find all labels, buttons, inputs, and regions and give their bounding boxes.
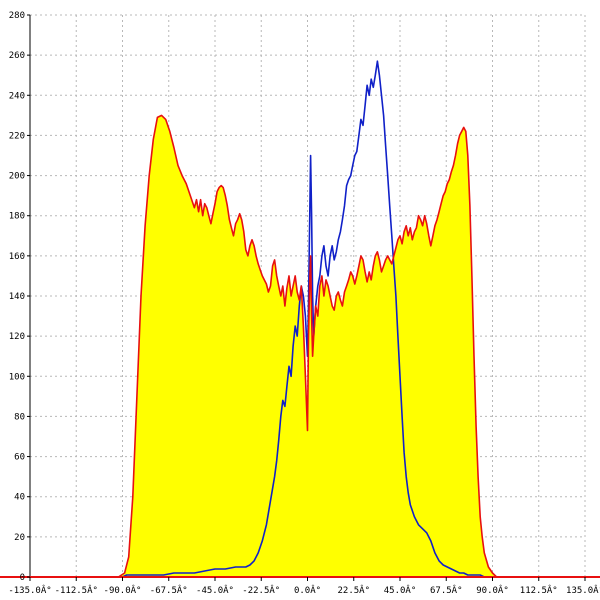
x-tick-label: 112.5Â° bbox=[520, 584, 558, 596]
y-tick-label: 20 bbox=[14, 533, 25, 543]
y-tick-label: 280 bbox=[9, 11, 25, 21]
y-tick-label: 160 bbox=[9, 252, 25, 262]
series-area-fill bbox=[118, 115, 497, 578]
x-tick-label: 67.5Â° bbox=[430, 584, 463, 596]
x-tick-label: -67.5Â° bbox=[150, 584, 188, 596]
x-tick-label: -22.5Â° bbox=[242, 584, 280, 596]
y-tick-label: 120 bbox=[9, 332, 25, 342]
x-tick-label: -90.0Â° bbox=[104, 584, 142, 596]
x-tick-label: -45.0Â° bbox=[196, 584, 234, 596]
y-tick-label: 240 bbox=[9, 91, 25, 101]
y-tick-label: 100 bbox=[9, 372, 25, 382]
x-tick-label: -112.5Â° bbox=[55, 584, 98, 596]
x-tick-label: 135.0Â° bbox=[566, 584, 600, 596]
y-tick-label: 80 bbox=[14, 412, 25, 422]
y-tick-label: 260 bbox=[9, 51, 25, 61]
series-line bbox=[117, 114, 498, 578]
y-tick-label: 220 bbox=[9, 131, 25, 141]
series-line bbox=[122, 60, 485, 578]
x-tick-label: -135.0Â° bbox=[8, 584, 51, 596]
x-tick-label: 22.5Â° bbox=[337, 584, 370, 596]
y-tick-label: 60 bbox=[14, 453, 25, 463]
y-tick-label: 140 bbox=[9, 292, 25, 302]
x-tick-label: 90.0Â° bbox=[476, 584, 509, 596]
y-tick-label: 200 bbox=[9, 172, 25, 182]
y-tick-label: 40 bbox=[14, 493, 25, 503]
y-tick-label: 180 bbox=[9, 212, 25, 222]
x-tick-label: 0.0Â° bbox=[294, 584, 321, 596]
y-tick-label: 0 bbox=[20, 573, 25, 583]
x-tick-label: 45.0Â° bbox=[384, 584, 417, 596]
